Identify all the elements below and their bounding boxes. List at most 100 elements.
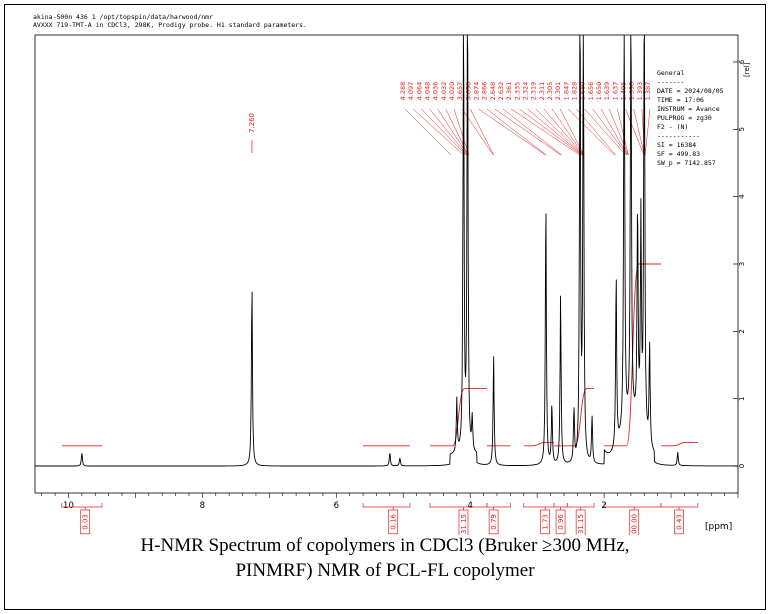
- peak-pick-label: 1.387: [644, 82, 652, 101]
- y-axis-label: [rel]: [743, 62, 751, 77]
- params-date: DATE = 2024/08/05: [657, 87, 724, 95]
- peak-pick-label: 2.301: [554, 82, 562, 101]
- y-tick-label: 5: [738, 127, 746, 131]
- plot-frame: [34, 34, 739, 494]
- integral-value: 0.16: [390, 514, 398, 530]
- integral-bracket: [523, 503, 555, 508]
- peak-pick-label: 2.311: [538, 82, 546, 101]
- peak-pick-leader: [551, 108, 584, 156]
- peak-pick-leader: [445, 108, 469, 156]
- params-dashes2: -----------: [657, 132, 700, 140]
- peak-pick-label: 2.866: [481, 82, 489, 101]
- spectrum-trace: [35, 34, 738, 467]
- params-pulprog: PULPROG = zg30: [657, 114, 712, 122]
- peak-pick-leader: [429, 108, 468, 156]
- peak-pick-label: 2.361: [505, 82, 513, 101]
- integral-bracket: [553, 503, 568, 508]
- integral-label-box: [555, 509, 566, 535]
- integral-curve: [523, 442, 554, 447]
- integral-label-box: [80, 509, 91, 535]
- x-axis-label: [ppm]: [705, 522, 732, 532]
- integral-value: 0.03: [82, 514, 90, 530]
- solvent-peak-label: 7.260: [248, 113, 256, 133]
- peak-pick-leader: [404, 108, 452, 156]
- integral-label-box: [540, 509, 551, 535]
- peak-pick-leader: [600, 108, 628, 156]
- integral-value: 1.73: [542, 514, 550, 530]
- acquisition-parameters: General ------- DATE = 2024/08/05 TIME =…: [657, 69, 724, 167]
- peak-pick-label: 1.656: [587, 82, 595, 101]
- integral-value: 0.96: [557, 514, 565, 530]
- peak-pick-label: 4.036: [432, 82, 440, 101]
- peak-pick-label: 1.637: [611, 82, 619, 101]
- params-instrum: INSTRUM = Avance: [657, 105, 720, 113]
- peak-pick-label: 2.319: [530, 82, 538, 101]
- peak-pick-leader: [608, 108, 629, 156]
- y-tick-label: 4: [738, 194, 746, 199]
- integral-label-box: [458, 509, 469, 535]
- peak-pick-leader: [641, 108, 645, 156]
- integral-bracket: [486, 503, 511, 508]
- params-title: General: [657, 69, 684, 77]
- x-axis: 10 8 6 4 2: [41, 493, 739, 511]
- peak-pick-leader: [543, 108, 584, 156]
- integral-label-box: [629, 509, 640, 535]
- peak-pick-label: 4.097: [407, 82, 415, 101]
- peak-pick-leader: [592, 108, 628, 156]
- params-si: SI = 16384: [657, 141, 696, 149]
- peak-pick-leader: [494, 108, 561, 156]
- peak-pick-label: 3.650: [464, 82, 472, 101]
- params-f2: F2 - (N): [657, 123, 688, 131]
- peak-pick-label: 2.335: [513, 82, 521, 101]
- peak-pick-label: 4.064: [415, 82, 423, 101]
- integral-curve: [567, 388, 595, 447]
- integral-value: 100.00: [631, 514, 639, 535]
- x-tick-label: 10: [63, 501, 74, 511]
- peak-pick-label: 1.828: [571, 82, 579, 101]
- peak-pick-leader: [527, 108, 583, 156]
- integral-curves: 0.03 0.16 31.15 0.79 1.73 0.96 31.15 100.00 0.43: [61, 263, 699, 535]
- y-tick-label: 1: [738, 396, 746, 400]
- peak-pick-leader: [421, 108, 467, 156]
- integral-curve: [430, 388, 487, 447]
- acquisition-description-text: AVXXX 719-TMT-A in CDCl3, 298K, Prodigy …: [33, 21, 307, 29]
- integral-bracket: [61, 503, 103, 508]
- nmr-figure-frame: akina-500n 436 1 /opt/topspin/data/harwo…: [4, 4, 766, 610]
- integral-label-box: [674, 509, 684, 535]
- integral-label-box: [488, 509, 499, 535]
- peak-pick-leader: [478, 108, 546, 156]
- y-tick-label: 3: [738, 262, 746, 266]
- peak-pick-label: 1.650: [595, 82, 603, 101]
- peak-pick-leader: [633, 108, 645, 156]
- integral-value: 31.15: [577, 514, 585, 534]
- peak-pick-label: 2.324: [522, 82, 530, 101]
- peak-pick-labels: 7.260 4.288 4.097 4.064 4.048 4.036 4.032 4.020…: [248, 82, 652, 156]
- peak-pick-leader: [470, 108, 494, 156]
- integral-bracket: [429, 503, 488, 508]
- params-swp: SW_p = 7142.857: [657, 159, 716, 167]
- figure-caption-line-1: H-NMR Spectrum of copolymers in CDCl3 (B…: [140, 535, 630, 556]
- peak-pick-label: 4.032: [440, 82, 448, 101]
- x-tick-label: 8: [200, 501, 205, 511]
- integral-label-box: [575, 509, 586, 535]
- params-sf: SF = 499.83: [657, 150, 700, 158]
- peak-pick-leader: [584, 108, 626, 156]
- params-dashes: -------: [657, 78, 684, 86]
- y-axis: 0 1 2 3 4 5 6: [733, 59, 746, 468]
- peak-pick-label: 4.288: [399, 82, 407, 101]
- peak-pick-leader: [617, 108, 629, 156]
- integral-bracket: [566, 503, 595, 508]
- peak-pick-label: 2.874: [473, 82, 481, 101]
- peak-pick-label: 1.393: [636, 82, 644, 101]
- peak-pick-leader: [453, 108, 470, 156]
- peak-pick-label: 3.657: [456, 82, 464, 101]
- acquisition-path-text: akina-500n 436 1 /opt/topspin/data/harwo…: [33, 13, 213, 21]
- integral-curve: [661, 442, 698, 447]
- integral-value: 31.15: [460, 514, 468, 534]
- peak-pick-label: 1.847: [562, 82, 570, 101]
- y-tick-label: 2: [738, 329, 746, 333]
- peak-pick-label: 4.048: [424, 82, 432, 101]
- peak-pick-leader: [519, 108, 582, 156]
- params-time: TIME = 17:06: [657, 96, 704, 104]
- peak-pick-label: 2.305: [546, 82, 554, 101]
